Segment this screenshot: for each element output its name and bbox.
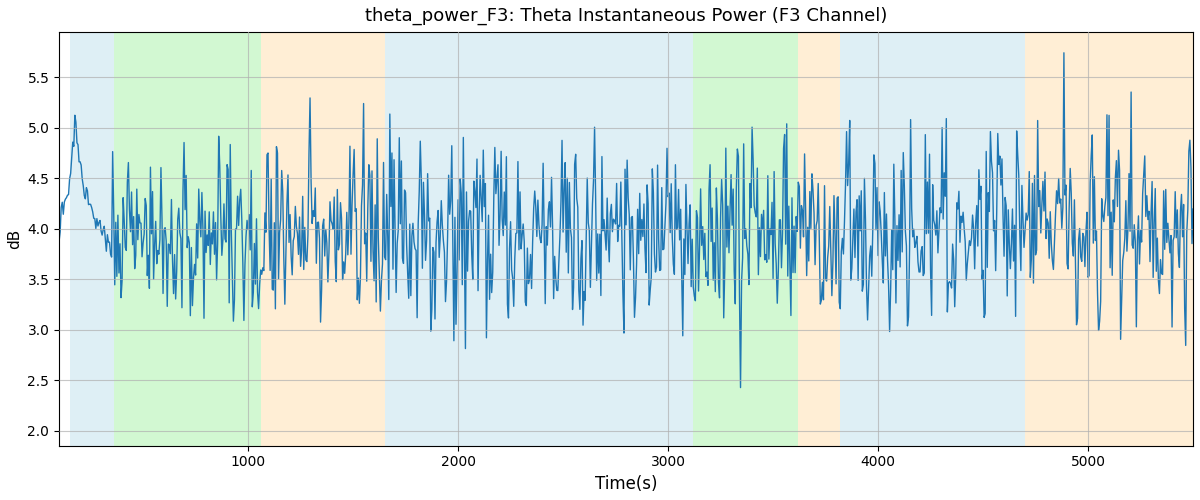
Bar xyxy=(114,32,260,446)
Bar xyxy=(1025,32,1193,446)
Bar xyxy=(70,32,114,446)
X-axis label: Time(s): Time(s) xyxy=(595,475,658,493)
Bar xyxy=(840,32,1025,446)
Y-axis label: dB: dB xyxy=(7,229,22,249)
Bar xyxy=(260,32,384,446)
Bar xyxy=(694,32,798,446)
Bar xyxy=(384,32,694,446)
Title: theta_power_F3: Theta Instantaneous Power (F3 Channel): theta_power_F3: Theta Instantaneous Powe… xyxy=(365,7,887,25)
Bar xyxy=(798,32,840,446)
